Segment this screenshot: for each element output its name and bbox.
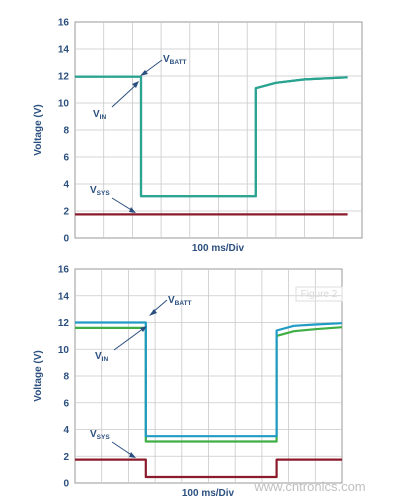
arrow-vin-top	[111, 83, 138, 108]
y-tick-label-top: 4	[63, 180, 69, 191]
annotation-vbatt-top: VBATT	[140, 54, 187, 76]
annotation-vin-bottom: VIN	[95, 326, 147, 363]
chart-bottom: 0 2 4 6 8 10 12 14 16 Voltage (V) 100 ms/Div VBA…	[33, 265, 343, 499]
y-tick-label-bottom: 16	[58, 265, 70, 276]
y-tick-label-top: 6	[63, 153, 69, 164]
series-bottom	[75, 321, 343, 479]
chart-top: 0 2 4 6 8 10 12 14 16 Voltage (V) 100 ms/Div VBA…	[33, 18, 363, 254]
y-tick-label-bottom: 2	[63, 452, 69, 463]
svg-text:Figure 2: Figure 2	[301, 289, 338, 300]
series-line-vbatt-bottom	[75, 321, 343, 438]
site-watermark: www.cntronics.com	[253, 479, 365, 494]
y-tick-label-top: 10	[58, 99, 70, 110]
series-line-vbatt-top	[75, 75, 348, 198]
svg-text:VSYS: VSYS	[90, 429, 110, 441]
arrow-vsys-top	[111, 197, 134, 212]
y-tick-label-top: 8	[63, 126, 69, 137]
x-axis-title-top: 100 ms/Div	[192, 243, 245, 254]
annotation-vin-top: VIN	[93, 81, 139, 121]
y-tick-label-bottom: 12	[58, 318, 70, 329]
arrow-vsys-bottom	[111, 441, 134, 457]
svg-text:VIN: VIN	[93, 109, 106, 121]
x-axis-title-bottom: 100 ms/Div	[182, 488, 235, 499]
y-axis-title-top: Voltage (V)	[33, 104, 44, 155]
arrow-vin-bottom	[113, 327, 145, 351]
logo-watermark: Figure 2	[295, 286, 343, 302]
y-tick-label-bottom: 8	[63, 372, 69, 383]
grid-top	[75, 22, 362, 238]
y-tick-label-bottom: 4	[63, 425, 69, 436]
svg-text:VBATT: VBATT	[163, 54, 187, 66]
svg-text:VSYS: VSYS	[90, 185, 110, 197]
grid-bottom	[75, 269, 342, 483]
y-tick-labels-bottom: 0 2 4 6 8 10 12 14 16	[58, 265, 70, 490]
y-tick-label-bottom: 6	[63, 398, 69, 409]
y-tick-label-bottom: 0	[63, 479, 69, 490]
svg-text:VIN: VIN	[95, 351, 108, 363]
annotation-vsys-top: VSYS	[90, 185, 136, 213]
y-tick-labels-top: 0 2 4 6 8 10 12 14 16	[58, 18, 70, 245]
y-tick-label-top: 12	[58, 72, 70, 83]
annotation-vsys-bottom: VSYS	[90, 429, 136, 458]
y-tick-label-top: 2	[63, 207, 69, 218]
annotation-vbatt-bottom: VBATT	[149, 295, 192, 316]
y-tick-label-top: 14	[58, 45, 70, 56]
series-top	[75, 75, 348, 216]
svg-text:VBATT: VBATT	[168, 295, 192, 307]
y-tick-label-bottom: 10	[58, 345, 70, 356]
y-axis-title-bottom: Voltage (V)	[33, 350, 44, 401]
y-tick-label-top: 0	[63, 234, 69, 245]
y-tick-label-top: 16	[58, 18, 70, 29]
y-tick-label-bottom: 14	[58, 291, 70, 302]
series-line-vsys-bottom	[75, 458, 342, 479]
